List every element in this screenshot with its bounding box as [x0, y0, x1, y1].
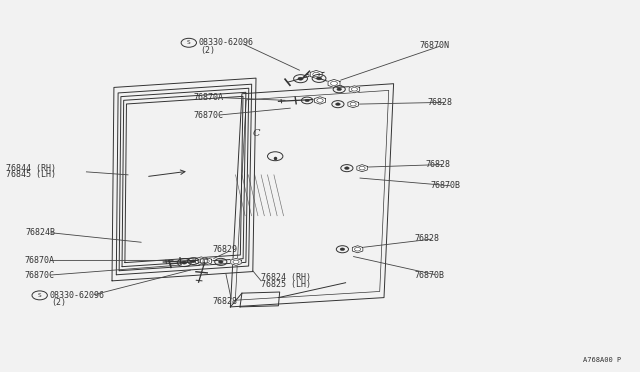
Text: 76824 (RH): 76824 (RH): [261, 273, 311, 282]
Text: 76870A: 76870A: [193, 93, 223, 102]
Text: 76870B: 76870B: [415, 271, 445, 280]
Text: (2): (2): [51, 298, 66, 307]
Circle shape: [335, 103, 340, 106]
Text: S: S: [38, 293, 42, 298]
Text: 76870B: 76870B: [430, 182, 460, 190]
Text: 76828: 76828: [428, 98, 452, 107]
Circle shape: [298, 77, 303, 80]
Polygon shape: [348, 101, 358, 108]
Circle shape: [316, 77, 322, 80]
Text: 76828: 76828: [426, 160, 451, 169]
Text: 08330-62096: 08330-62096: [49, 291, 104, 300]
Circle shape: [305, 99, 309, 102]
Polygon shape: [195, 257, 207, 265]
Text: A768A00 P: A768A00 P: [582, 357, 621, 363]
Text: 76825 (LH): 76825 (LH): [261, 280, 311, 289]
Text: 76824B: 76824B: [26, 228, 56, 237]
Circle shape: [340, 248, 345, 251]
Text: 76870C: 76870C: [193, 111, 223, 120]
Text: 76870C: 76870C: [24, 271, 54, 280]
Polygon shape: [353, 246, 363, 253]
Text: S: S: [187, 40, 191, 45]
Text: 08330-62096: 08330-62096: [198, 38, 253, 47]
Circle shape: [344, 167, 349, 170]
Text: 76870N: 76870N: [419, 41, 449, 50]
Polygon shape: [314, 97, 326, 104]
Polygon shape: [357, 164, 367, 171]
Circle shape: [337, 88, 342, 91]
Polygon shape: [310, 70, 322, 78]
Text: C: C: [252, 129, 260, 138]
Text: 76828: 76828: [212, 297, 237, 306]
Circle shape: [191, 260, 195, 262]
Circle shape: [218, 260, 223, 263]
Text: 76829: 76829: [212, 246, 237, 254]
Text: 76844 (RH): 76844 (RH): [6, 164, 56, 173]
Polygon shape: [328, 79, 340, 87]
Text: 76870A: 76870A: [24, 256, 54, 265]
Polygon shape: [231, 258, 241, 266]
Text: 76828: 76828: [415, 234, 440, 243]
Polygon shape: [349, 86, 360, 93]
Text: 76845 (LH): 76845 (LH): [6, 170, 56, 179]
Text: (2): (2): [200, 46, 215, 55]
Circle shape: [182, 261, 187, 264]
Polygon shape: [200, 257, 212, 265]
